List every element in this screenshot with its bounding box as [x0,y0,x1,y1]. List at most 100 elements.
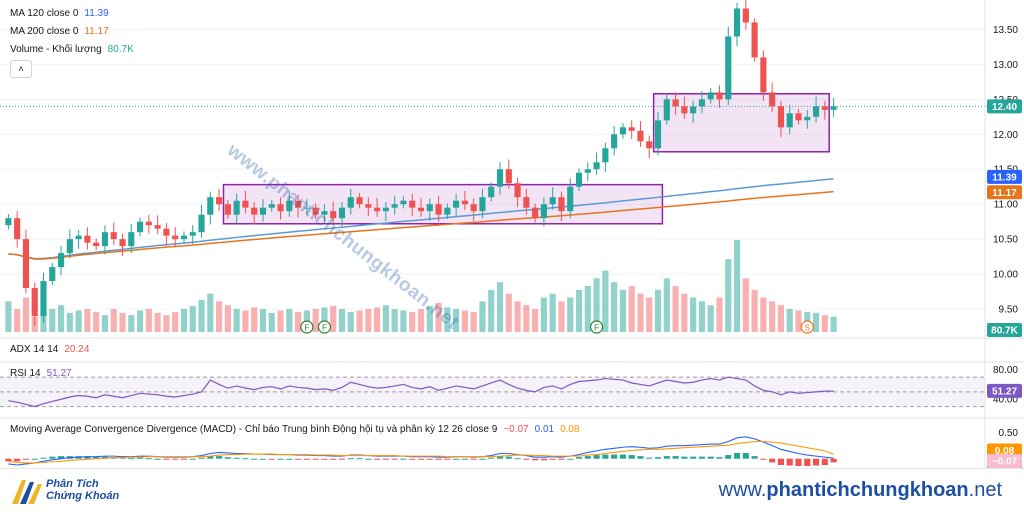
volume-bar [558,301,565,332]
volume-bar [14,309,21,332]
price-label-macd-hist-text: −0.07 [992,457,1018,468]
candle-body [84,235,91,243]
candle-body [698,99,705,107]
legend-macd[interactable]: Moving Average Convergence Divergence (M… [10,424,580,435]
brand-logo-icon [12,480,42,504]
candle [189,225,196,245]
candle [312,203,319,219]
candle-body [488,186,495,198]
volume-bar [198,299,205,332]
candle [751,18,758,62]
price-label-volume-bg [987,323,1022,337]
candle [698,90,705,114]
candle-body [742,8,749,23]
candle-body [646,141,653,149]
volume-bar [690,297,697,332]
volume-bar [295,312,302,332]
volume-bar [532,309,539,332]
volume-bar [417,309,425,332]
legend-ma120[interactable]: MA 120 close 0 11.39 [10,8,109,19]
candle [242,190,249,214]
chevron-up-icon: ˄ [18,64,24,74]
macd-histogram-bar [382,458,389,460]
macd-histogram-bar [391,458,398,460]
candle [628,120,635,140]
macd-histogram-bar [198,457,205,459]
legend-ma200[interactable]: MA 200 close 0 11.17 [10,26,109,37]
candle-body [470,204,477,212]
price-axis: 13.5013.0012.5012.0011.5011.0010.5010.00… [984,0,1022,468]
candle [84,227,91,250]
legend-volume[interactable]: Volume - Khối lượng 80.7K [10,44,134,55]
candle-body [110,232,117,240]
consolidation-zone-2 [652,93,830,153]
candle-body [295,200,302,208]
legend-rsi-label: RSI 14 [10,368,41,379]
macd-histogram-bar [444,458,451,460]
candle [690,100,697,124]
macd-histogram-bar [409,458,416,460]
candle-body [672,99,679,107]
candle-body [347,197,354,208]
candle [400,196,407,209]
site-url[interactable]: www.phantichchungkhoan.net [719,479,1002,502]
candle-body [93,242,100,247]
legend-ma120-value: 11.39 [84,8,109,19]
macd-histogram-bar [479,458,486,460]
macd-histogram-bar [49,456,56,459]
candle [760,50,767,101]
macd-histogram-bar [172,458,179,460]
candle [742,0,749,30]
legend-adx-label: ADX 14 14 [10,344,59,355]
price-tick-label: 13.50 [993,25,1018,36]
candle [523,188,530,215]
candle-body [391,204,398,208]
volume-bar [5,301,12,332]
volume-bar [523,305,530,332]
macd-histogram-bar [330,458,337,460]
candle [356,193,363,209]
macd-histogram-bar [417,458,425,460]
macd-histogram-bar [496,456,504,459]
price-tick-label: 10.00 [993,270,1018,281]
legend-volume-value: 80.7K [107,44,134,55]
candle [733,2,741,47]
volume-bar [75,310,82,332]
candle-body [549,197,556,205]
volume-bar [119,312,126,332]
volume-bar [496,282,504,332]
volume-bar [602,270,609,332]
candle-body [575,172,583,187]
price-tick-label: 13.00 [993,60,1018,71]
candle-body [224,204,231,215]
candle [795,109,802,125]
candle [347,188,354,215]
candle [154,215,161,235]
candle-body [514,183,521,198]
volume-bar [681,293,688,332]
volume-bar [224,305,231,332]
event-marker: F [317,320,332,334]
macd-histogram-bar [14,458,21,462]
collapse-legend-button[interactable]: ˄ [10,60,32,78]
candle [251,202,258,225]
candle-body [207,197,214,215]
volume-bar [286,309,293,332]
legend-macd-line: 0.01 [534,424,555,435]
candle [804,109,811,129]
volume-bar [698,301,705,332]
volume-bar [154,312,161,332]
rsi-tick-label: 80.00 [993,365,1018,376]
macd-histogram-bar [137,457,144,459]
legend-rsi[interactable]: RSI 14 51.27 [10,368,72,379]
volume-bar [382,305,389,332]
candle-body [663,99,670,121]
legend-adx[interactable]: ADX 14 14 20.24 [10,344,89,355]
ma200-line [8,190,834,260]
candle [549,187,556,210]
candle [602,142,609,173]
candle [672,92,679,115]
candle-body [22,239,30,289]
macd-tick-label: 0.50 [999,428,1019,439]
